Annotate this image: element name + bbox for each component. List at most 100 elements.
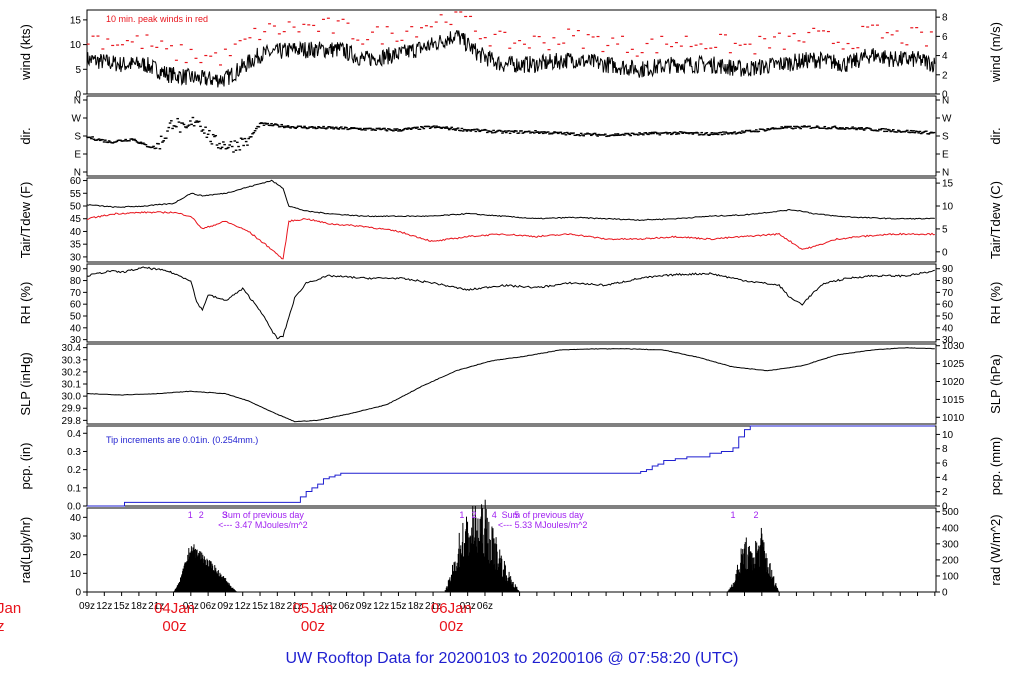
rh-right-axis-tick-label: 40 — [942, 323, 954, 334]
wind-ms-axis-tick-label: 2 — [942, 70, 948, 81]
temp-f-axis-tick-label: 60 — [70, 176, 82, 187]
wind-speed-series — [86, 30, 936, 88]
pcp-mm-axis-tick-label: 0 — [942, 502, 948, 513]
rad-lgly-axis-tick-label: 40 — [70, 513, 82, 524]
right-axis-title: pcp. (mm) — [988, 437, 1003, 496]
dir-left-tick-label: W — [72, 114, 82, 125]
rh-right-axis-tick-label: 80 — [942, 276, 954, 287]
slp-inhg-axis-tick-label: 29.9 — [62, 404, 82, 415]
day-time-label: 00z — [301, 618, 325, 635]
temp-c-axis-tick-label: 10 — [942, 202, 954, 213]
day-time-label: 00z — [162, 618, 186, 635]
dewpoint-series — [86, 211, 935, 260]
x-tick-label: 15z — [390, 601, 406, 612]
x-tick-label: 18z — [408, 601, 424, 612]
pcp-mm-axis-tick-label: 4 — [942, 473, 948, 484]
x-tick-label: 18z — [269, 601, 285, 612]
right-axis-title: SLP (hPa) — [988, 354, 1003, 414]
pcp-mm-axis-tick-label: 10 — [942, 430, 954, 441]
x-tick-label: 12z — [96, 601, 112, 612]
pcp-in-axis-tick-label: 0.1 — [67, 483, 81, 494]
pcp-in-axis-tick-label: 0.3 — [67, 447, 81, 458]
slp-hpa-axis-tick-label: 1010 — [942, 413, 965, 424]
rh-right-axis-tick-label: 50 — [942, 312, 954, 323]
pcp-mm-axis-tick-label: 8 — [942, 444, 948, 455]
day-date-label: 04Jan — [154, 600, 195, 617]
rad-lgly-axis-tick-label: 20 — [70, 550, 82, 561]
right-axis-title: dir. — [988, 127, 1003, 144]
x-tick-label: 06z — [338, 601, 354, 612]
rad-hour-mark: 3 — [222, 510, 227, 520]
peak-wind-annotation: 10 min. peak winds in red — [106, 14, 208, 24]
slp-inhg-axis-tick-label: 29.8 — [62, 416, 82, 427]
left-axis-title: RH (%) — [18, 282, 33, 325]
pcp-in-axis-tick-label: 0.4 — [67, 429, 81, 440]
day-sum-label: Sum of previous day — [502, 510, 585, 520]
wind-kts-axis-tick-label: 5 — [75, 65, 81, 76]
slp-inhg-axis-tick-label: 30.4 — [62, 343, 82, 354]
rh-series — [86, 266, 935, 340]
rad-hour-mark: 4 — [492, 510, 497, 520]
x-tick-label: 21z — [287, 601, 303, 612]
temp-c-axis-tick-label: 15 — [942, 179, 954, 190]
rh-left-axis-tick-label: 60 — [70, 300, 82, 311]
slp-hpa-axis-tick-label: 1030 — [942, 341, 965, 352]
dir-right-tick-label: W — [942, 114, 952, 125]
x-tick-label: 06z — [477, 601, 493, 612]
day-date-label: 05Jan — [293, 600, 334, 617]
rh-right-axis-tick-label: 90 — [942, 264, 954, 275]
rh-left-axis-tick-label: 50 — [70, 312, 82, 323]
rad-hour-mark: 2 — [754, 510, 759, 520]
rad-wm2-axis-tick-label: 200 — [942, 555, 959, 566]
left-axis-title: wind (kts) — [18, 24, 33, 81]
pcp-mm-axis-tick-label: 6 — [942, 459, 948, 470]
x-tick-label: 15z — [114, 601, 130, 612]
temp-c-axis-tick-label: 5 — [942, 224, 948, 235]
rh-right-axis-tick-label: 30 — [942, 335, 954, 346]
wind-ms-axis-tick-label: 4 — [942, 51, 948, 62]
right-axis-title: RH (%) — [988, 282, 1003, 325]
x-tick-label: 03z — [321, 601, 337, 612]
right-axis-title: rad (W/m^2) — [988, 514, 1003, 585]
temp-f-axis-tick-label: 35 — [70, 240, 82, 251]
rad-wm2-axis-tick-label: 300 — [942, 539, 959, 550]
chart-footer-title: UW Rooftop Data for 20200103 to 20200106… — [285, 650, 739, 667]
left-axis-title: Tair/Tdew (F) — [18, 182, 33, 259]
rad-hour-mark: 1 — [459, 510, 464, 520]
rad-wm2-axis-tick-label: 100 — [942, 571, 959, 582]
temp-f-axis-tick-label: 50 — [70, 202, 82, 213]
panel-frame-0 — [86, 9, 937, 95]
slp-hpa-axis-tick-label: 1015 — [942, 395, 965, 406]
x-tick-label: 12z — [373, 601, 389, 612]
right-axis-title: wind (m/s) — [988, 22, 1003, 83]
clipped-day-date-label: Jan — [0, 600, 21, 617]
dir-right-tick-label: S — [942, 132, 949, 143]
day-date-label: 06Jan — [431, 600, 472, 617]
panel-frame-4 — [86, 343, 937, 425]
dir-left-tick-label: N — [74, 96, 81, 107]
x-tick-label: 03z — [460, 601, 476, 612]
wind-ms-axis-tick-label: 0 — [942, 90, 948, 101]
precip-series — [87, 425, 935, 507]
temp-f-axis-tick-label: 55 — [70, 189, 82, 200]
left-axis-title: rad(Lgly/hr) — [18, 517, 33, 583]
wind-ms-axis-tick-label: 6 — [942, 32, 948, 43]
rad-hour-mark: 1 — [730, 510, 735, 520]
rad-wm2-axis-tick-label: 500 — [942, 507, 959, 518]
rad-lgly-axis-tick-label: 0 — [75, 588, 81, 599]
day-sum-value: <--- 3.47 MJoules/m^2 — [218, 520, 308, 530]
temp-f-axis-tick-label: 30 — [70, 252, 82, 263]
x-tick-label: 09z — [79, 601, 95, 612]
wind-kts-axis-tick-label: 15 — [70, 15, 82, 26]
slp-inhg-axis-tick-label: 30.3 — [62, 355, 82, 366]
rad-wm2-axis-tick-label: 400 — [942, 523, 959, 534]
left-axis-title: pcp. (in) — [18, 443, 33, 490]
rh-left-axis-tick-label: 30 — [70, 335, 82, 346]
wind-kts-axis-tick-label: 0 — [75, 90, 81, 101]
pcp-in-axis-tick-label: 0.2 — [67, 465, 81, 476]
rh-left-axis-tick-label: 90 — [70, 264, 82, 275]
dir-left-tick-label: E — [74, 150, 81, 161]
dir-right-tick-label: N — [942, 96, 949, 107]
x-tick-label: 21z — [425, 601, 441, 612]
